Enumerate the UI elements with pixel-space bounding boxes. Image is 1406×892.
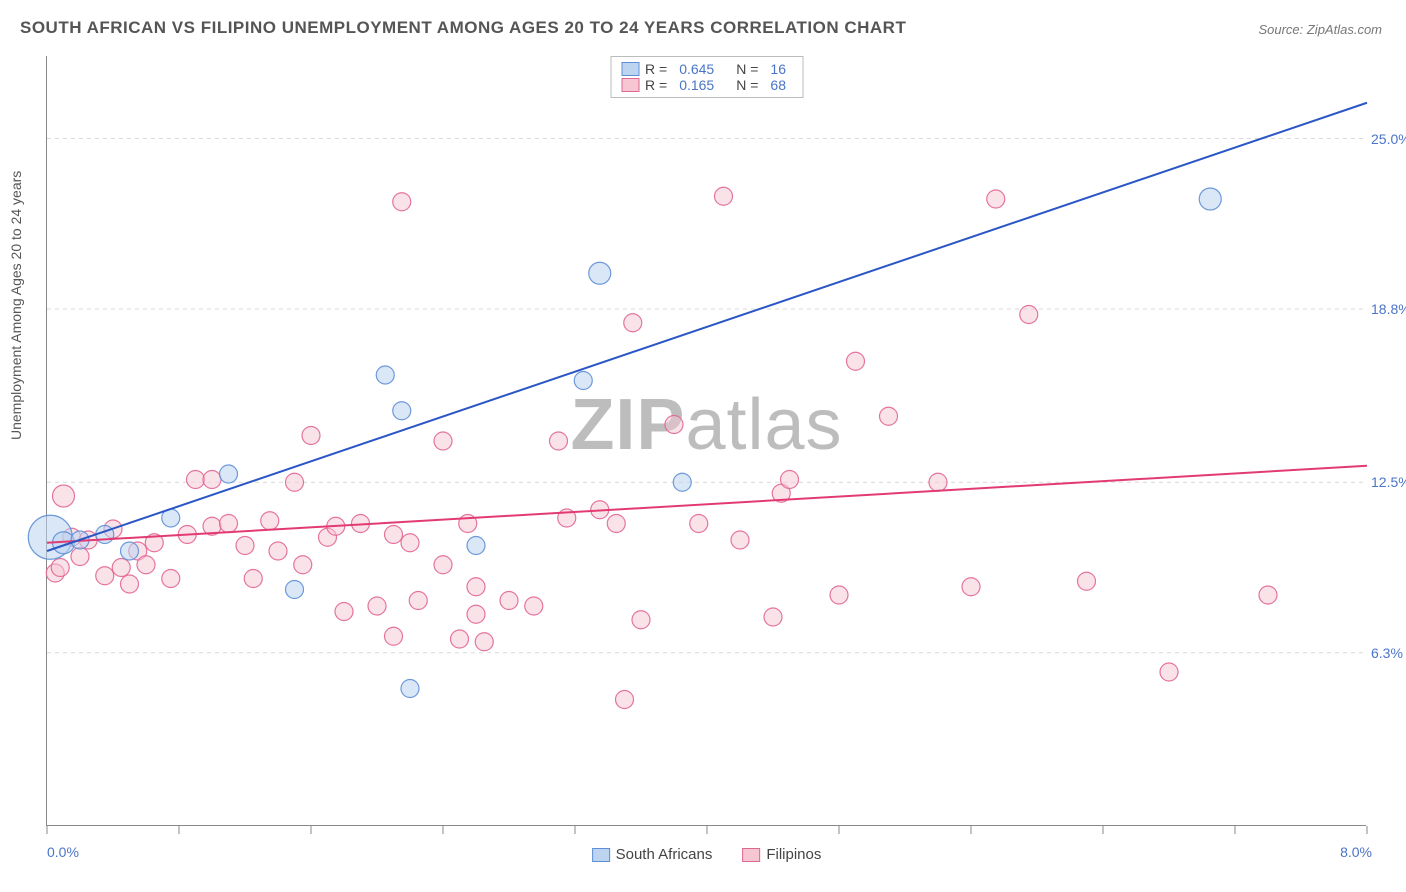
data-point: [665, 416, 683, 434]
data-point: [467, 578, 485, 596]
y-tick-label: 12.5%: [1371, 474, 1406, 490]
legend-r-value: 0.645: [679, 61, 714, 77]
data-point: [525, 597, 543, 615]
data-point: [607, 515, 625, 533]
data-point: [121, 575, 139, 593]
data-point: [203, 471, 221, 489]
data-point: [286, 581, 304, 599]
legend-n-label: N =: [736, 77, 758, 93]
data-point: [1160, 663, 1178, 681]
y-tick-label: 6.3%: [1371, 645, 1406, 661]
data-point: [162, 570, 180, 588]
data-point: [475, 633, 493, 651]
data-point: [830, 586, 848, 604]
data-point: [690, 515, 708, 533]
data-point: [880, 407, 898, 425]
data-point: [467, 537, 485, 555]
data-point: [616, 691, 634, 709]
data-point: [409, 592, 427, 610]
legend-swatch: [621, 62, 639, 76]
legend-r-label: R =: [645, 77, 667, 93]
source-label: Source: ZipAtlas.com: [1258, 22, 1382, 37]
chart-title: SOUTH AFRICAN VS FILIPINO UNEMPLOYMENT A…: [20, 18, 906, 38]
data-point: [121, 542, 139, 560]
data-point: [731, 531, 749, 549]
data-point: [96, 567, 114, 585]
legend-top: R = 0.645 N = 16 R = 0.165 N = 68: [610, 56, 803, 98]
data-point: [434, 432, 452, 450]
data-point: [286, 473, 304, 491]
plot-area: ZIPatlas R =0.645N =16R =0.165N =68 Sout…: [46, 56, 1366, 826]
data-point: [393, 402, 411, 420]
data-point: [236, 537, 254, 555]
data-layer: [47, 56, 1367, 826]
y-axis-label: Unemployment Among Ages 20 to 24 years: [8, 171, 24, 440]
data-point: [715, 187, 733, 205]
y-tick-label: 18.8%: [1371, 301, 1406, 317]
legend-series-label: Filipinos: [766, 846, 821, 863]
data-point: [294, 556, 312, 574]
data-point: [574, 372, 592, 390]
legend-n-value: 68: [770, 77, 786, 93]
data-point: [269, 542, 287, 560]
data-point: [53, 485, 75, 507]
data-point: [112, 559, 130, 577]
legend-bottom-item: Filipinos: [742, 846, 821, 863]
data-point: [1199, 188, 1221, 210]
data-point: [673, 473, 691, 491]
trend-line: [47, 103, 1367, 551]
data-point: [71, 548, 89, 566]
data-point: [962, 578, 980, 596]
data-point: [1259, 586, 1277, 604]
data-point: [451, 630, 469, 648]
data-point: [929, 473, 947, 491]
legend-n-value: 16: [770, 61, 786, 77]
data-point: [589, 262, 611, 284]
legend-swatch: [621, 78, 639, 92]
legend-swatch: [592, 848, 610, 862]
data-point: [550, 432, 568, 450]
data-point: [987, 190, 1005, 208]
data-point: [137, 556, 155, 574]
data-point: [500, 592, 518, 610]
data-point: [220, 465, 238, 483]
legend-series-label: South Africans: [616, 846, 713, 863]
data-point: [385, 627, 403, 645]
data-point: [401, 680, 419, 698]
data-point: [1078, 572, 1096, 590]
legend-top-row: R = 0.645 N = 16: [621, 61, 792, 77]
data-point: [335, 603, 353, 621]
data-point: [764, 608, 782, 626]
data-point: [385, 526, 403, 544]
legend-n-label: N =: [736, 61, 758, 77]
legend-bottom-item: South Africans: [592, 846, 713, 863]
legend-swatch: [742, 848, 760, 862]
trend-line: [47, 466, 1367, 543]
data-point: [632, 611, 650, 629]
data-point: [781, 471, 799, 489]
data-point: [624, 314, 642, 332]
data-point: [376, 366, 394, 384]
data-point: [187, 471, 205, 489]
data-point: [393, 193, 411, 211]
data-point: [244, 570, 262, 588]
data-point: [368, 597, 386, 615]
data-point: [401, 534, 419, 552]
legend-r-value: 0.165: [679, 77, 714, 93]
data-point: [1020, 306, 1038, 324]
data-point: [467, 605, 485, 623]
data-point: [220, 515, 238, 533]
data-point: [302, 427, 320, 445]
legend-bottom: South Africans Filipinos: [592, 846, 822, 863]
legend-top-row: R = 0.165 N = 68: [621, 77, 792, 93]
legend-r-label: R =: [645, 61, 667, 77]
data-point: [261, 512, 279, 530]
x-tick-label: 0.0%: [47, 844, 79, 860]
data-point: [847, 352, 865, 370]
x-tick-label: 8.0%: [1340, 844, 1372, 860]
data-point: [434, 556, 452, 574]
y-tick-label: 25.0%: [1371, 131, 1406, 147]
data-point: [51, 559, 69, 577]
